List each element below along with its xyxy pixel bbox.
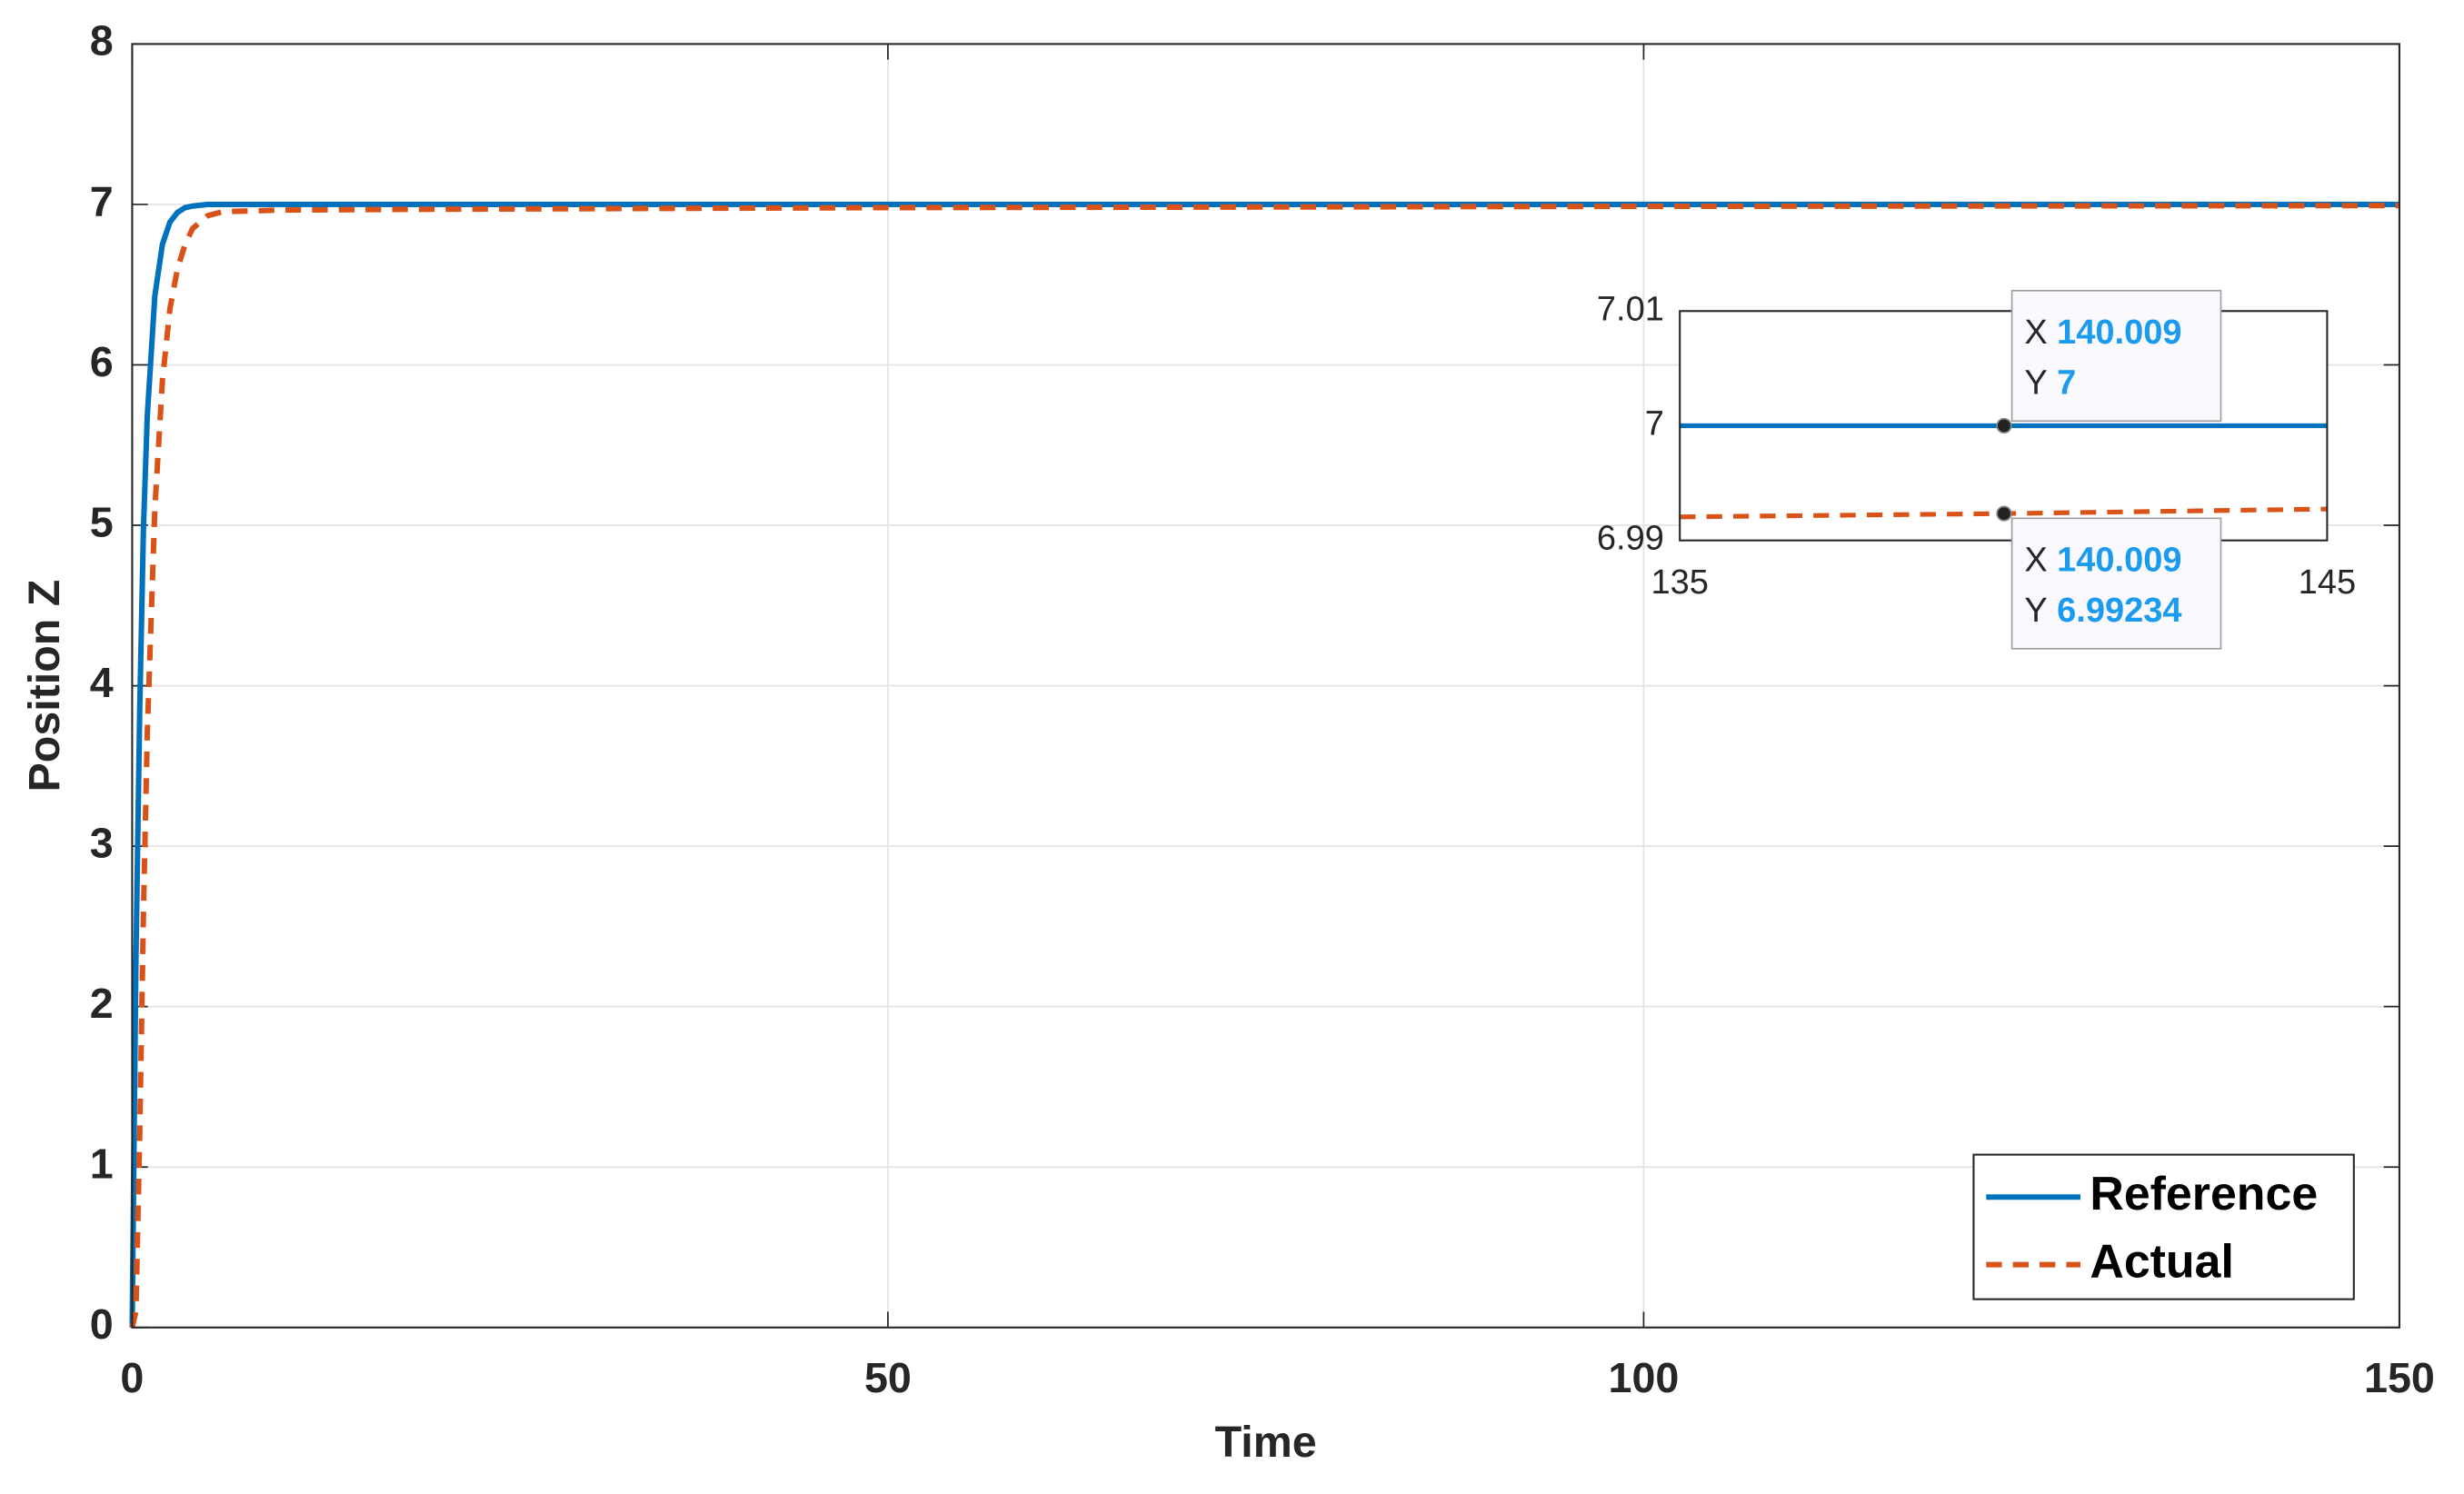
axes-box (131, 43, 2400, 1329)
legend-box (1972, 1153, 2355, 1300)
x-tick-label: 135 (1651, 563, 1708, 602)
datatip-key: Y (2024, 592, 2047, 630)
datatip-text: X 140.009 (2024, 314, 2181, 352)
datatip-text: X 140.009 (2024, 542, 2181, 580)
datatip-key: Y (2024, 364, 2047, 403)
datatip-text: Y 6.99234 (2024, 592, 2181, 630)
datatip-key: X (2024, 542, 2047, 580)
y-tick-label: 8 (90, 17, 114, 65)
y-tick-label: 5 (90, 498, 114, 545)
datatip-marker (1996, 505, 2012, 522)
datatip-value: 140.009 (2057, 314, 2181, 352)
y-axis-label: Position Z (20, 580, 69, 792)
datatip-value: 6.99234 (2057, 592, 2181, 630)
axes-box (1679, 310, 2329, 542)
series-line (129, 203, 2399, 1329)
y-tick-label: 6 (90, 338, 114, 385)
datatip-value: 7 (2057, 364, 2076, 403)
series-line (129, 201, 2399, 1328)
y-tick-label: 7 (90, 177, 114, 224)
datatip-box (2010, 289, 2222, 423)
y-tick-label: 6.99 (1597, 520, 1664, 558)
x-tick-label: 0 (120, 1354, 144, 1401)
y-tick-label: 7.01 (1597, 290, 1664, 328)
datatip-value: 140.009 (2057, 542, 2181, 580)
y-tick-label: 4 (90, 659, 114, 706)
legend-label: Actual (2090, 1234, 2234, 1287)
datatip-box (2010, 517, 2222, 650)
datatip-marker (1996, 417, 2012, 434)
legend-label: Reference (2090, 1167, 2318, 1220)
y-tick-label: 1 (90, 1140, 114, 1188)
x-tick-label: 50 (864, 1354, 912, 1401)
y-tick-label: 7 (1645, 405, 1664, 443)
x-tick-label: 100 (1608, 1354, 1679, 1401)
y-tick-label: 0 (90, 1300, 114, 1348)
x-axis-label: Time (1215, 1418, 1317, 1467)
y-tick-label: 3 (90, 819, 114, 866)
x-tick-label: 150 (2364, 1354, 2435, 1401)
x-tick-label: 145 (2299, 563, 2356, 602)
y-tick-label: 2 (90, 980, 114, 1027)
datatip-key: X (2024, 314, 2047, 352)
